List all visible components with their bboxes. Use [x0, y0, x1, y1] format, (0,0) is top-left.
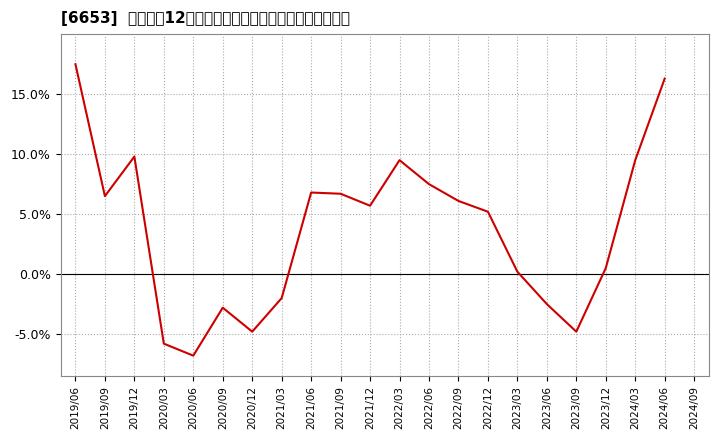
Text: [6653]  売上高の12か月移動合計の対前年同期増減率の推移: [6653] 売上高の12か月移動合計の対前年同期増減率の推移 — [60, 11, 350, 26]
